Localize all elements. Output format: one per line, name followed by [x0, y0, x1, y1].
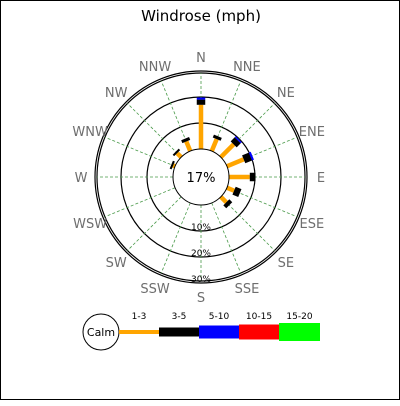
- bar-layer: [169, 97, 256, 209]
- legend-swatch-15-20: [279, 323, 320, 341]
- bar-ene-5-10: [248, 151, 254, 161]
- legend-label-1-3: 1-3: [132, 312, 147, 322]
- bar-ese-1-3: [226, 185, 235, 193]
- direction-label-s: S: [197, 291, 205, 306]
- bar-wnw-3-5: [169, 160, 175, 170]
- ring-label-1: 10%: [191, 223, 211, 233]
- spoke-nw: [127, 103, 182, 158]
- legend: Calm 1-3 3-5 5-10 10-15 15-20: [82, 312, 320, 351]
- legend-label-5-10: 5-10: [209, 312, 230, 322]
- spoke-sw: [127, 196, 182, 251]
- bar-ene-3-5: [242, 152, 253, 164]
- ring-label-2: 20%: [191, 249, 211, 259]
- direction-label-ese: ESE: [300, 217, 325, 232]
- spoke-sse: [211, 202, 242, 274]
- direction-label-wnw: WNW: [72, 125, 108, 140]
- direction-label-nw: NW: [105, 86, 128, 101]
- ring-label-3: 30%: [191, 275, 211, 285]
- grid-layer: [94, 70, 308, 284]
- legend-calm-label: Calm: [87, 326, 115, 339]
- legend-label-15-20: 15-20: [286, 312, 312, 322]
- bar-ne-5-10: [234, 136, 242, 144]
- bar-nnw-1-3: [184, 140, 193, 152]
- legend-swatch-1-3: [119, 330, 159, 334]
- grid-ring-3: [94, 70, 308, 284]
- bar-nnw-3-5: [181, 137, 191, 144]
- legend-swatch-5-10: [199, 325, 239, 339]
- center-layer: 17%: [172, 148, 230, 206]
- direction-label-ene: ENE: [299, 125, 325, 140]
- chart-title: Windrose (mph): [141, 7, 261, 25]
- bar-nw-1-3: [175, 151, 183, 159]
- direction-label-layer: N NNE NE ENE E ESE SE SSE S SSW SW WSW W WNW NW NNW: [72, 51, 325, 306]
- direction-label-nnw: NNW: [139, 60, 171, 75]
- spoke-ssw: [160, 202, 191, 274]
- direction-label-n: N: [196, 51, 206, 66]
- legend-label-10-15: 10-15: [246, 312, 272, 322]
- direction-label-wsw: WSW: [73, 217, 107, 232]
- direction-label-sse: SSE: [235, 282, 260, 297]
- legend-swatch-3-5: [159, 327, 199, 337]
- bar-ese-3-5: [232, 186, 242, 198]
- bar-se-1-3: [219, 195, 228, 204]
- direction-label-e: E: [317, 171, 325, 186]
- spoke-se: [220, 196, 275, 251]
- direction-label-sw: SW: [106, 256, 127, 271]
- bar-ne-3-5: [230, 137, 241, 148]
- calm-percent-label: 17%: [187, 171, 216, 186]
- direction-label-se: SE: [278, 256, 294, 271]
- ring-label-layer: 10% 20% 30%: [191, 223, 211, 285]
- bar-nw-3-5: [172, 148, 181, 157]
- direction-label-ne: NE: [277, 86, 295, 101]
- bar-ene-1-3: [226, 157, 245, 169]
- spoke-wsw: [104, 187, 176, 218]
- bar-ne-1-3: [219, 142, 236, 159]
- spoke-wnw: [104, 136, 176, 167]
- direction-label-nne: NNE: [233, 60, 261, 75]
- direction-label-ssw: SSW: [140, 282, 170, 297]
- bar-se-3-5: [223, 199, 233, 209]
- legend-swatch-10-15: [239, 324, 279, 340]
- legend-label-3-5: 3-5: [172, 312, 187, 322]
- bar-nne-3-5: [212, 134, 222, 141]
- direction-label-w: W: [75, 171, 88, 186]
- calm-circle: [172, 148, 230, 206]
- bar-nne-1-3: [209, 138, 219, 152]
